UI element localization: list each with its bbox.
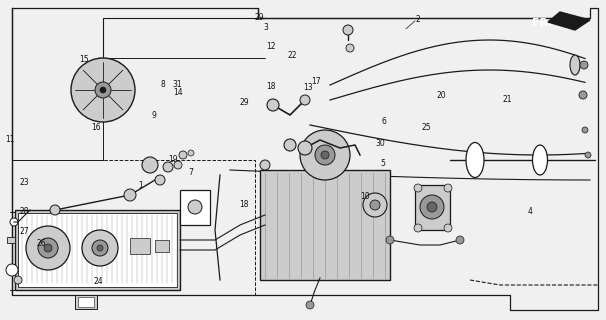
Text: 16: 16 [91, 124, 101, 132]
Text: 11: 11 [5, 135, 15, 144]
Ellipse shape [533, 145, 547, 175]
Text: 2: 2 [415, 15, 420, 24]
Text: 23: 23 [20, 178, 30, 187]
Circle shape [71, 58, 135, 122]
Text: 9: 9 [152, 111, 156, 120]
Circle shape [298, 141, 312, 155]
Bar [155, 240, 169, 252]
Text: 12: 12 [267, 42, 276, 51]
Text: 25: 25 [421, 124, 431, 132]
Text: 26: 26 [36, 239, 46, 248]
Circle shape [585, 152, 591, 158]
Circle shape [363, 193, 387, 217]
Circle shape [44, 244, 52, 252]
Text: 28: 28 [20, 207, 30, 216]
Text: 20: 20 [436, 92, 446, 100]
Circle shape [50, 205, 60, 215]
Text: 15: 15 [79, 55, 88, 64]
Text: 3: 3 [264, 23, 268, 32]
Text: 24: 24 [94, 277, 104, 286]
Polygon shape [548, 12, 590, 30]
Circle shape [420, 195, 444, 219]
Circle shape [346, 44, 354, 52]
Circle shape [306, 301, 314, 309]
Text: 29: 29 [255, 13, 264, 22]
Circle shape [82, 230, 118, 266]
Text: 1: 1 [138, 181, 143, 190]
Text: 30: 30 [376, 140, 385, 148]
Text: 22: 22 [288, 52, 298, 60]
Circle shape [97, 245, 103, 251]
Circle shape [95, 82, 111, 98]
Circle shape [267, 99, 279, 111]
Bar [15, 210, 180, 290]
Circle shape [444, 224, 452, 232]
Text: 14: 14 [173, 88, 182, 97]
Text: 18: 18 [267, 82, 276, 91]
Circle shape [414, 224, 422, 232]
Circle shape [414, 184, 422, 192]
Text: 29: 29 [239, 98, 249, 107]
Text: FR.: FR. [531, 18, 552, 28]
Circle shape [300, 95, 310, 105]
Bar [260, 170, 390, 280]
Circle shape [579, 91, 587, 99]
Circle shape [124, 189, 136, 201]
Circle shape [142, 157, 158, 173]
Text: 7: 7 [188, 168, 193, 177]
Bar [78, 297, 94, 307]
Bar [180, 190, 210, 225]
Circle shape [580, 61, 588, 69]
Circle shape [582, 127, 588, 133]
Circle shape [14, 276, 22, 284]
Circle shape [179, 151, 187, 159]
Circle shape [26, 226, 70, 270]
Circle shape [92, 240, 108, 256]
Circle shape [174, 161, 182, 169]
Ellipse shape [570, 55, 580, 75]
Circle shape [188, 150, 194, 156]
Circle shape [444, 184, 452, 192]
Circle shape [321, 151, 329, 159]
Circle shape [10, 218, 18, 226]
Bar [415, 185, 450, 230]
Circle shape [284, 139, 296, 151]
Text: 17: 17 [311, 77, 321, 86]
Circle shape [386, 236, 394, 244]
Text: 21: 21 [503, 95, 513, 104]
Bar [75, 295, 97, 309]
Bar [7, 237, 15, 243]
Circle shape [100, 87, 106, 93]
Ellipse shape [466, 142, 484, 178]
Text: 8: 8 [161, 80, 165, 89]
Circle shape [343, 25, 353, 35]
Circle shape [456, 236, 464, 244]
Text: 6: 6 [382, 117, 387, 126]
Circle shape [155, 175, 165, 185]
Text: 5: 5 [381, 159, 385, 168]
Circle shape [315, 145, 335, 165]
Text: 19: 19 [168, 156, 178, 164]
Text: 18: 18 [239, 200, 249, 209]
Text: 4: 4 [527, 207, 532, 216]
Circle shape [6, 264, 18, 276]
Circle shape [163, 162, 173, 172]
Text: 13: 13 [303, 84, 313, 92]
Text: 27: 27 [20, 228, 30, 236]
Circle shape [427, 202, 437, 212]
Circle shape [260, 160, 270, 170]
Circle shape [188, 200, 202, 214]
Bar [130, 238, 150, 254]
Text: 31: 31 [173, 80, 182, 89]
Circle shape [300, 130, 350, 180]
Text: 10: 10 [361, 192, 370, 201]
Bar [18, 213, 177, 287]
Circle shape [370, 200, 380, 210]
Circle shape [38, 238, 58, 258]
